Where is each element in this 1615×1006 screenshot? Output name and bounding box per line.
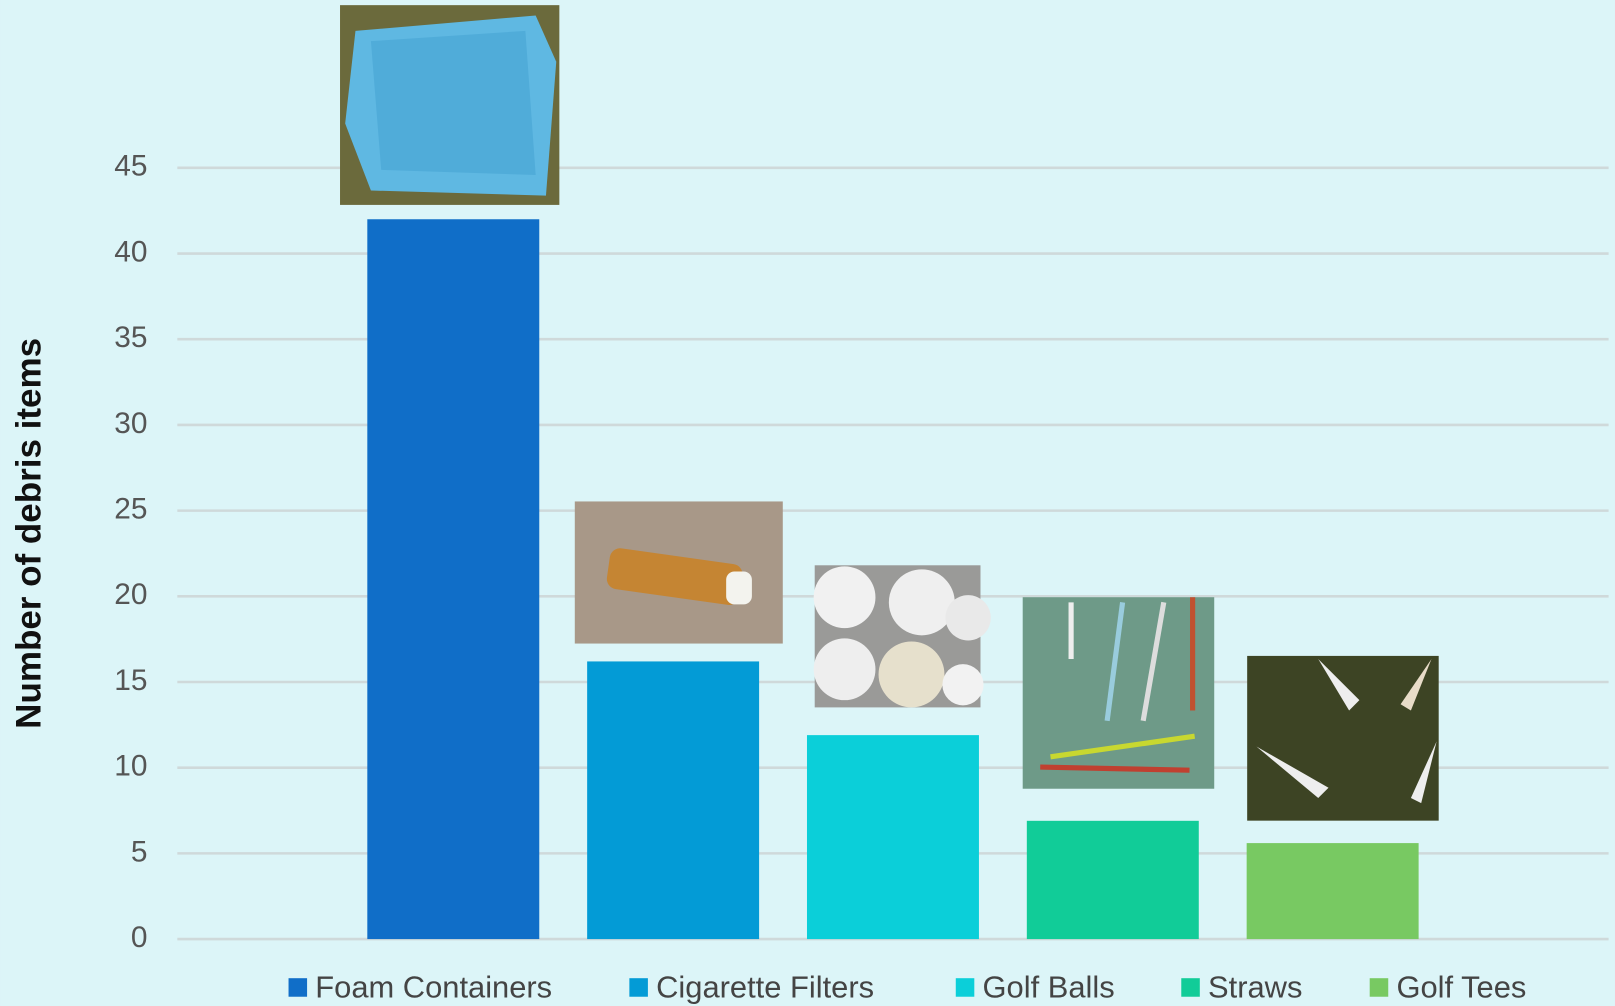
legend-label: Golf Balls (983, 970, 1115, 1005)
y-tick-label: 0 (131, 921, 148, 954)
photos (340, 5, 1439, 821)
photo-golf-tees (1247, 655, 1439, 821)
y-tick-label: 15 (114, 664, 147, 697)
photo-straws (1022, 597, 1215, 789)
bar (1026, 820, 1199, 940)
y-tick-label: 40 (114, 235, 147, 268)
y-tick-label: 30 (114, 407, 147, 440)
legend-swatch (1369, 978, 1389, 997)
y-tick-label: 45 (114, 150, 147, 183)
y-tick-label: 5 (131, 835, 148, 868)
legend-label: Foam Containers (315, 970, 552, 1005)
bar (1246, 843, 1419, 940)
bar (587, 661, 760, 940)
y-tick-label: 35 (114, 321, 147, 354)
y-axis-title: Number of debris items (9, 338, 48, 729)
y-tick-label: 20 (114, 578, 147, 611)
legend-label: Cigarette Filters (656, 970, 874, 1005)
legend-label: Golf Tees (1396, 970, 1526, 1005)
bar (367, 219, 540, 940)
legend-swatch (955, 978, 975, 997)
photo-golf-balls (813, 565, 991, 708)
y-tick-label: 25 (114, 492, 147, 525)
legend-label: Straws (1208, 970, 1302, 1005)
legend-swatch (629, 978, 648, 997)
legend-swatch (288, 978, 308, 997)
photo-foam (340, 5, 560, 205)
photo-cigarette (574, 501, 783, 644)
legend-swatch (1181, 978, 1200, 997)
y-tick-label: 10 (114, 750, 147, 783)
bar (806, 735, 979, 940)
